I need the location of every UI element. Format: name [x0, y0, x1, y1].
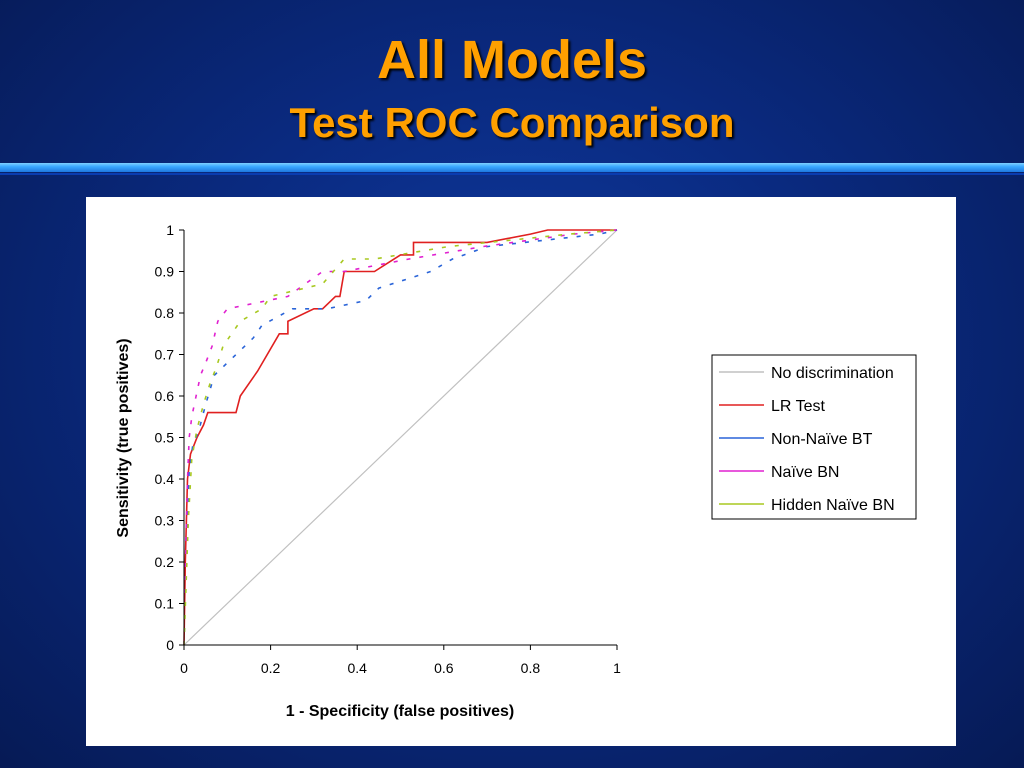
- legend-label: Naïve BN: [771, 464, 839, 481]
- series-line-2: [183, 229, 618, 646]
- slide-subtitle: Test ROC Comparison: [289, 99, 735, 146]
- y-tick-label: 0.3: [155, 513, 175, 529]
- legend-box: [711, 354, 917, 520]
- legend-label: Non-Naïve BT: [771, 431, 873, 448]
- legend-label: Hidden Naïve BN: [771, 497, 895, 514]
- x-tick-label: 0.8: [521, 660, 541, 676]
- legend-label: LR Test: [771, 398, 826, 415]
- y-ticks: 0 0.1 0.2 0.3 0.4 0.5 0.6 0.7 0.8 0.9 1: [155, 222, 184, 653]
- y-tick-label: 0.1: [155, 596, 175, 612]
- y-tick-label: 0.9: [155, 264, 175, 280]
- plot-series: [183, 229, 618, 646]
- y-axis-label: Sensitivity (true positives): [115, 338, 132, 537]
- x-tick-label: 0.4: [347, 660, 367, 676]
- x-tick-label: 0.2: [261, 660, 281, 676]
- title-divider-shadow: [0, 173, 1024, 175]
- y-tick-label: 0: [166, 637, 174, 653]
- title-divider: [0, 163, 1024, 172]
- slide-title: All Models: [376, 30, 648, 90]
- legend: No discrimination LR Test Non-Naïve BT Naïv…: [711, 354, 917, 520]
- y-tick-label: 0.5: [155, 430, 175, 446]
- series-line-3: [183, 229, 618, 646]
- legend-label: No discrimination: [771, 365, 894, 382]
- x-ticks: 0 0.2 0.4 0.6 0.8 1: [180, 645, 621, 676]
- y-tick-label: 0.6: [155, 388, 175, 404]
- y-tick-label: 0.8: [155, 305, 175, 321]
- y-tick-label: 1: [166, 222, 174, 238]
- x-tick-label: 1: [613, 660, 621, 676]
- series-line-0: [183, 229, 618, 646]
- x-axis-label: 1 - Specificity (false positives): [286, 703, 515, 720]
- x-tick-label: 0: [180, 660, 188, 676]
- x-tick-label: 0.6: [434, 660, 454, 676]
- chart-panel: 0 0.1 0.2 0.3 0.4 0.5 0.6 0.7 0.8 0.9 1 0 0.2 0.4 0.6…: [86, 197, 956, 746]
- y-tick-label: 0.4: [155, 471, 175, 487]
- y-tick-label: 0.7: [155, 347, 175, 363]
- roc-chart: 0 0.1 0.2 0.3 0.4 0.5 0.6 0.7 0.8 0.9 1 0 0.2 0.4 0.6…: [115, 222, 917, 720]
- y-tick-label: 0.2: [155, 554, 175, 570]
